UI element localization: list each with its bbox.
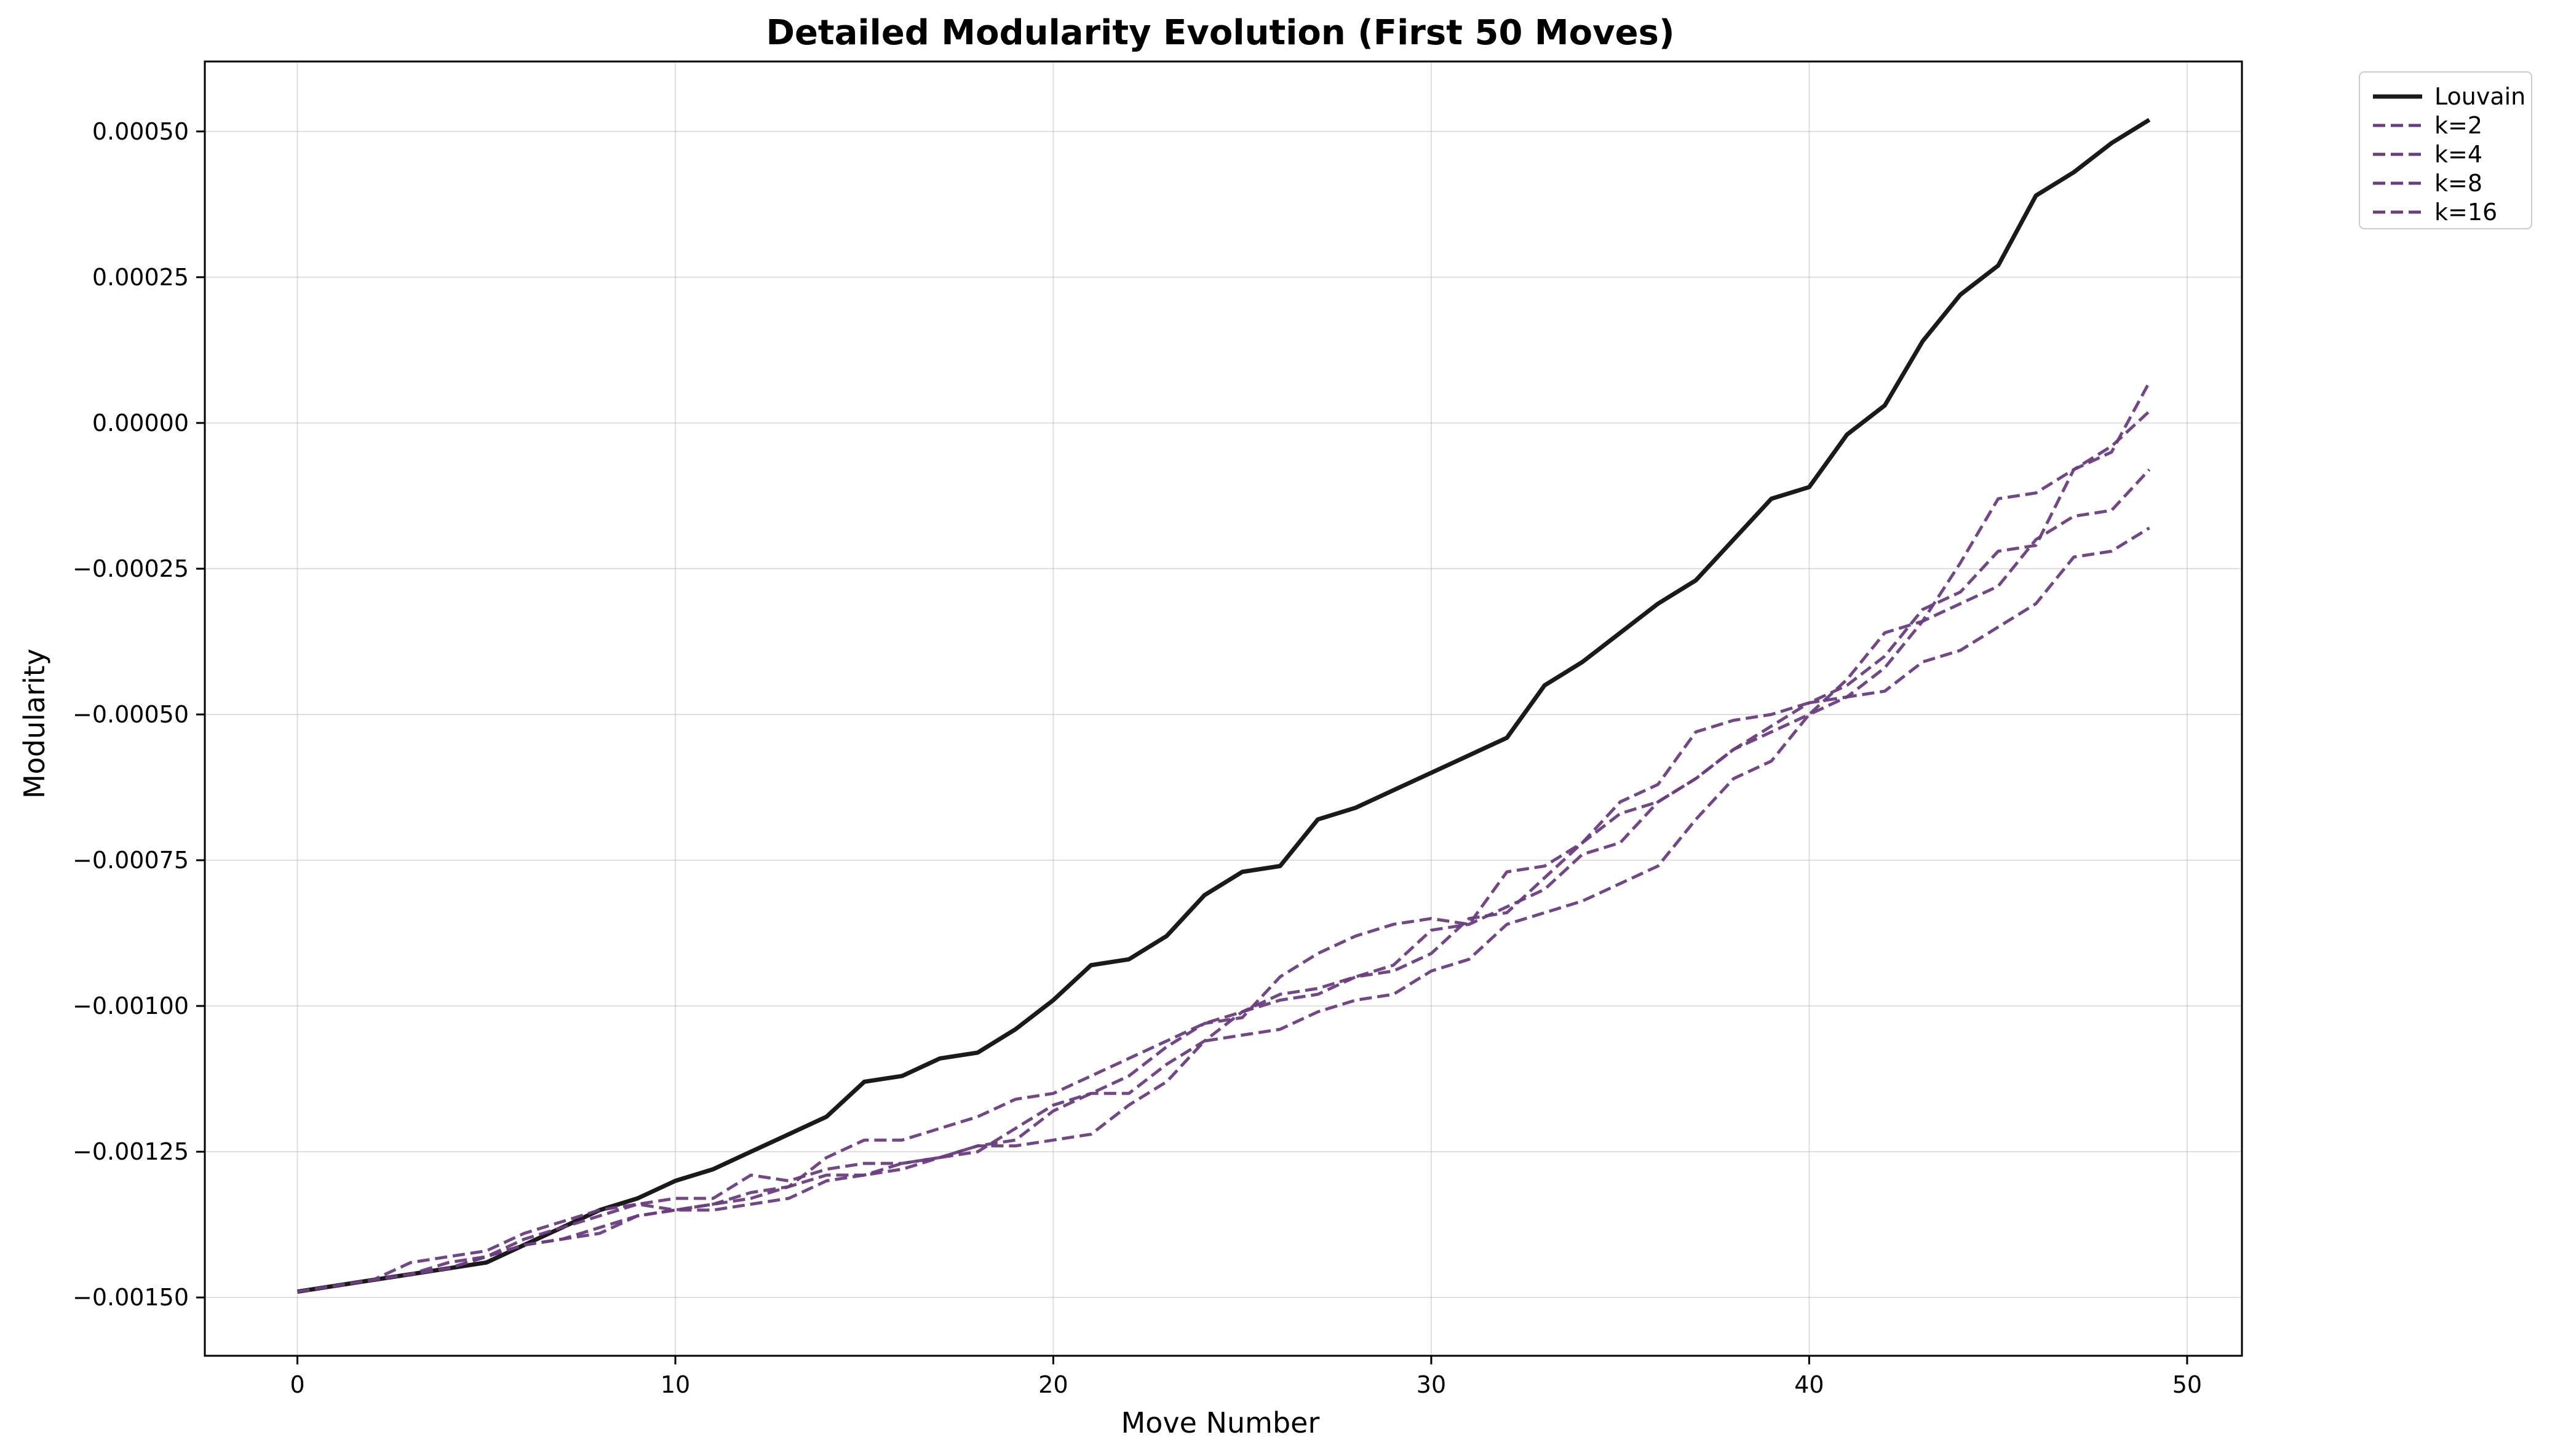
y-tick-label: 0.00000	[92, 410, 189, 437]
legend-label: Louvain	[2434, 83, 2525, 110]
plot-frame	[204, 60, 2243, 1357]
legend-label: k=8	[2434, 170, 2482, 197]
x-tick-label: 50	[2172, 1371, 2202, 1398]
y-tick-label: −0.00075	[73, 847, 189, 874]
series-line-k-2	[297, 526, 2150, 1294]
grid-layer	[205, 61, 2242, 1356]
x-tick-label: 40	[1794, 1371, 1824, 1398]
y-tick-label: −0.00025	[73, 555, 189, 582]
legend-label: k=4	[2434, 141, 2482, 168]
legend-label: k=2	[2434, 112, 2482, 139]
series-line-k-16	[297, 410, 2151, 1294]
y-tick-label: −0.00100	[73, 992, 189, 1019]
x-tick-label: 10	[661, 1371, 690, 1398]
x-tick-label: 20	[1038, 1371, 1068, 1398]
y-tick-label: −0.00125	[73, 1138, 189, 1165]
y-tick-label: −0.00050	[73, 701, 189, 728]
legend-box	[2359, 71, 2532, 229]
tick-layer: 0 10 20 30 40 50 0.00050 0.00025 0.00000 −0.00025…	[73, 118, 2202, 1398]
series-line-k-8	[297, 469, 2151, 1294]
chart-title: Detailed Modularity Evolution (First 50 …	[766, 13, 1674, 53]
x-tick-label: 30	[1417, 1371, 1446, 1398]
series-line-k-4	[297, 381, 2151, 1294]
y-tick-label: 0.00025	[92, 264, 189, 291]
series-layer	[296, 117, 2151, 1294]
legend-label: k=16	[2434, 199, 2497, 226]
y-axis-label: Modularity	[18, 649, 51, 799]
x-tick-label: 0	[290, 1371, 304, 1398]
x-axis-label: Move Number	[1121, 1406, 1320, 1439]
y-tick-label: 0.00050	[92, 118, 189, 145]
y-tick-label: −0.00150	[73, 1284, 189, 1311]
